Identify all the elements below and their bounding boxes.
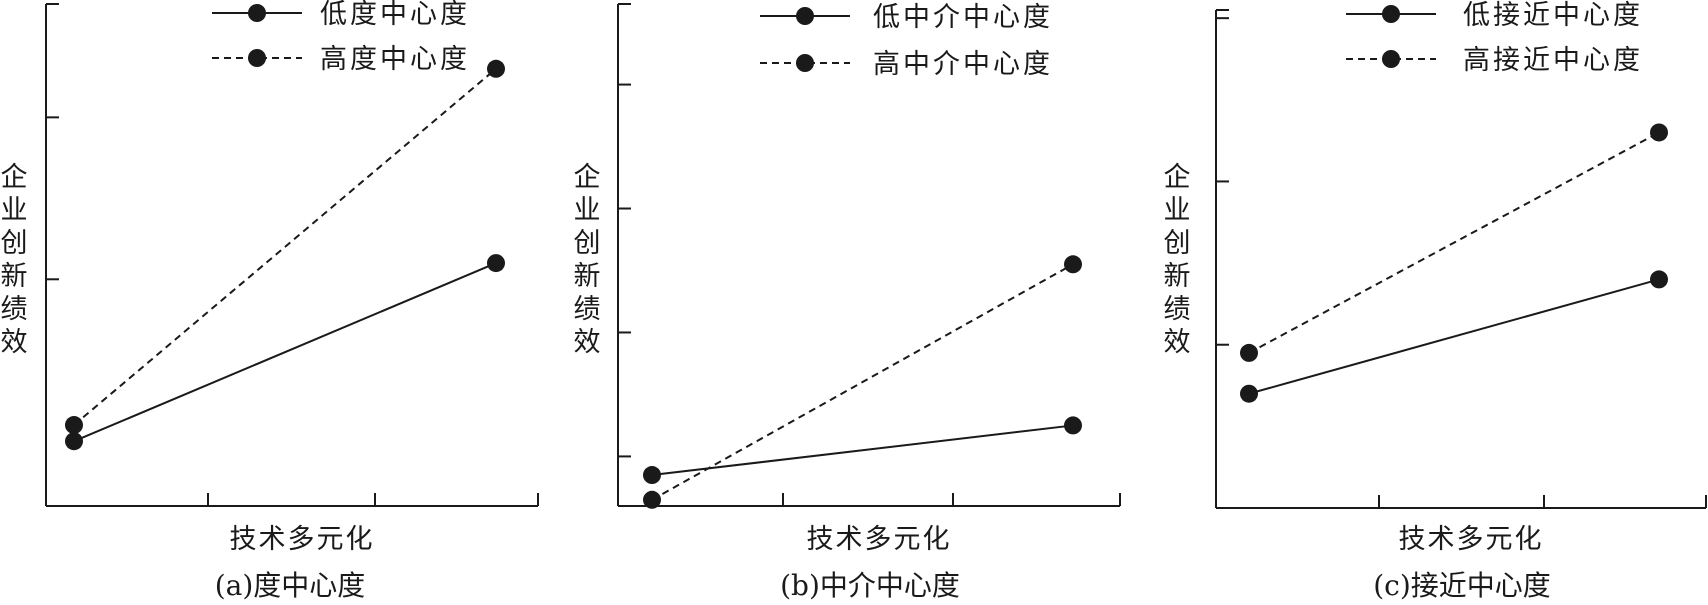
y-axis-label-char: 新 (574, 261, 601, 292)
legend-label: 低中介中心度 (873, 2, 1053, 33)
panel-caption: (b)中介中心度 (780, 569, 960, 602)
data-point (1650, 123, 1668, 142)
y-axis-label-char: 效 (574, 327, 601, 358)
legend-marker (796, 7, 814, 25)
series-line-dashed (73, 68, 497, 426)
legend-label: 低接近中心度 (1463, 0, 1643, 31)
legend-label: 高度中心度 (320, 44, 470, 75)
x-axis-label: 技术多元化 (230, 524, 375, 555)
y-axis-label-char: 企 (1, 162, 28, 193)
series-line-dashed (651, 263, 1074, 501)
legend-label: 高中介中心度 (873, 49, 1053, 80)
data-point (643, 490, 661, 509)
y-axis-label-char: 绩 (1164, 294, 1191, 325)
y-axis-label-char: 企 (1164, 162, 1191, 193)
data-point (1650, 270, 1668, 289)
data-point (65, 432, 83, 451)
legend-marker (248, 49, 266, 67)
data-point (1064, 416, 1082, 435)
legend-marker (1382, 50, 1400, 68)
legend-marker (796, 54, 814, 72)
y-axis-label-char: 业 (574, 195, 601, 226)
legend-label: 高接近中心度 (1463, 45, 1643, 76)
series-line-solid (651, 424, 1074, 477)
y-axis-label-char: 创 (1164, 228, 1191, 259)
data-point (65, 416, 83, 435)
panel-caption: (a)度中心度 (215, 569, 366, 602)
y-axis-label-char: 企 (574, 162, 601, 193)
data-point (643, 466, 661, 485)
legend-marker (248, 4, 266, 22)
y-axis-label-char: 新 (1164, 261, 1191, 292)
data-point (1064, 255, 1082, 274)
data-point (1240, 343, 1258, 362)
y-axis-label-char: 业 (1164, 195, 1191, 226)
data-point (1240, 384, 1258, 403)
y-axis-label-char: 效 (1164, 327, 1191, 358)
y-axis-label-char: 效 (1, 327, 28, 358)
series-line-dashed (1248, 131, 1660, 354)
y-axis-label-char: 绩 (1, 294, 28, 325)
y-axis-label-char: 绩 (574, 294, 601, 325)
data-point (487, 254, 505, 273)
x-axis-label: 技术多元化 (1399, 524, 1544, 555)
series-line-solid (1248, 278, 1660, 395)
panel-caption: (c)接近中心度 (1373, 569, 1551, 602)
y-axis-label-char: 创 (574, 228, 601, 259)
legend-marker (1382, 5, 1400, 23)
x-axis-label: 技术多元化 (807, 524, 952, 555)
series-line-solid (73, 262, 497, 443)
legend-label: 低度中心度 (320, 0, 470, 30)
y-axis-label-char: 业 (1, 195, 28, 226)
data-point (487, 59, 505, 78)
y-axis-label-char: 新 (1, 261, 28, 292)
y-axis-label-char: 创 (1, 228, 28, 259)
